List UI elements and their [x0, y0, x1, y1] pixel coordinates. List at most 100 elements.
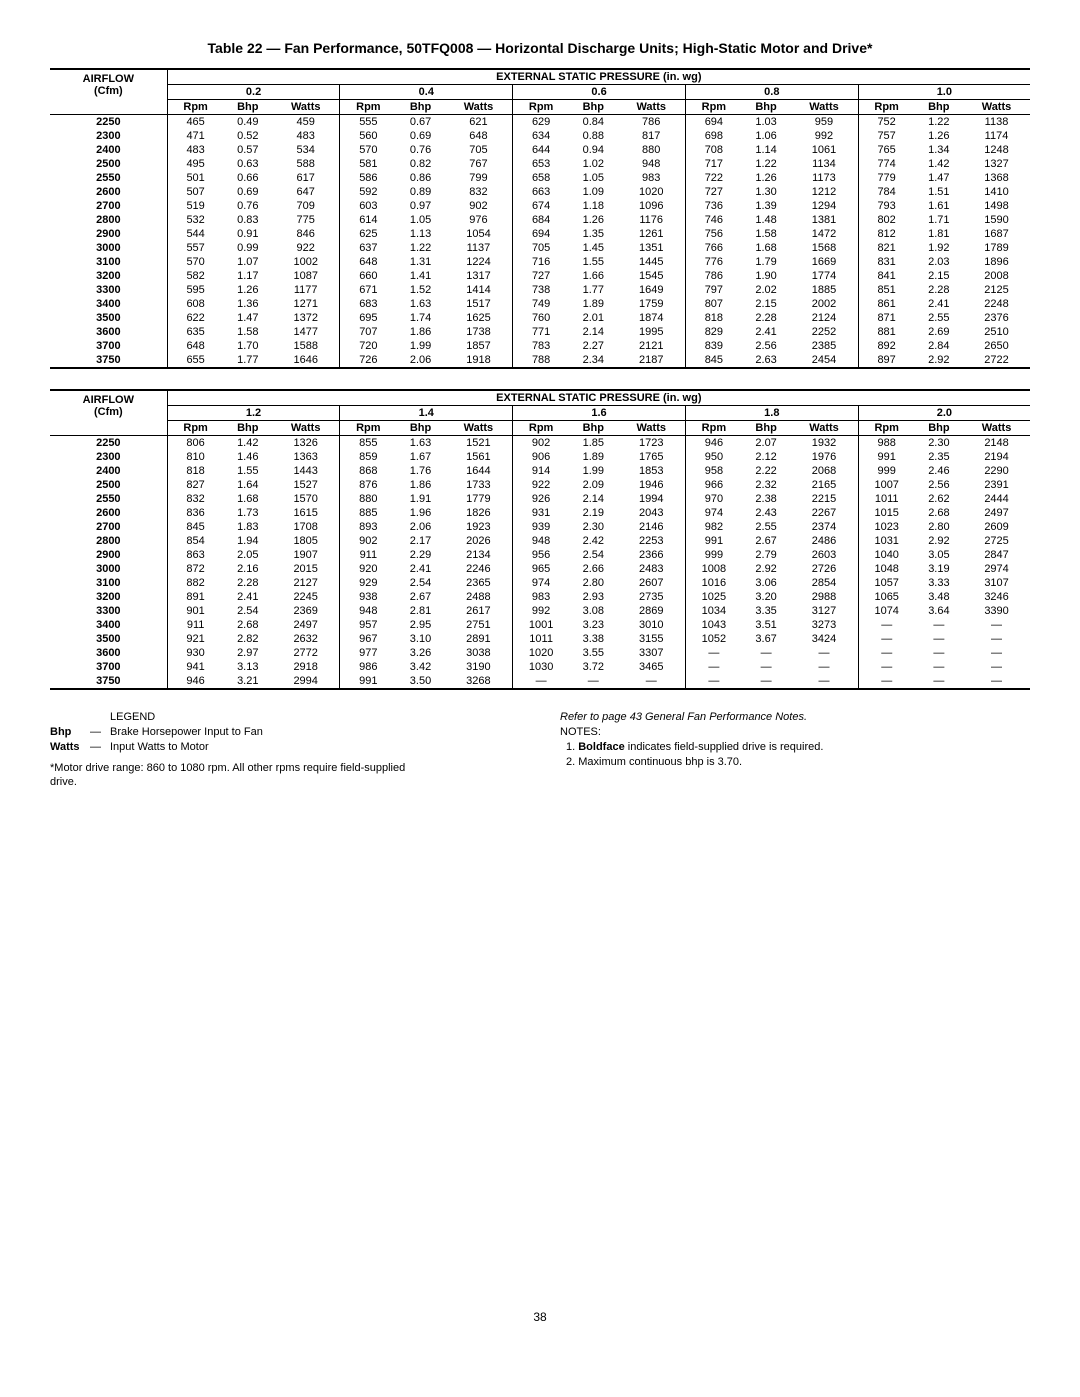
table-row: 37009413.1329189863.42319010303.723465——…: [50, 660, 1030, 674]
data-cell: 766: [685, 241, 741, 255]
data-cell: 839: [685, 339, 741, 353]
data-cell: 1326: [272, 436, 340, 451]
data-cell: 1826: [445, 506, 513, 520]
data-cell: 0.82: [396, 157, 444, 171]
data-cell: 592: [340, 185, 396, 199]
data-cell: 1789: [963, 241, 1030, 255]
data-cell: 897: [858, 353, 914, 368]
data-cell: —: [742, 646, 790, 660]
data-cell: 3.33: [915, 576, 963, 590]
data-cell: 705: [513, 241, 569, 255]
data-cell: 1020: [513, 646, 569, 660]
data-cell: 2.41: [224, 590, 272, 604]
data-cell: 557: [167, 241, 223, 255]
data-cell: 1.26: [224, 283, 272, 297]
data-cell: 2.32: [742, 478, 790, 492]
data-cell: 1669: [790, 255, 858, 269]
data-cell: 570: [167, 255, 223, 269]
pressure-group: 0.2: [167, 85, 340, 100]
data-cell: 1805: [272, 534, 340, 548]
data-cell: 1527: [272, 478, 340, 492]
table-row: 27005190.767096030.979026741.1810967361.…: [50, 199, 1030, 213]
data-cell: 871: [858, 311, 914, 325]
data-cell: —: [685, 674, 741, 689]
data-cell: 2.79: [742, 548, 790, 562]
data-cell: 999: [858, 464, 914, 478]
data-cell: 1351: [618, 241, 686, 255]
data-cell: 1.91: [396, 492, 444, 506]
data-cell: 1590: [963, 213, 1030, 227]
data-cell: 2.14: [569, 492, 617, 506]
cfm-cell: 2250: [50, 115, 167, 130]
data-cell: 958: [685, 464, 741, 478]
data-cell: 2366: [618, 548, 686, 562]
data-cell: 637: [340, 241, 396, 255]
data-cell: 1625: [445, 311, 513, 325]
data-cell: 727: [685, 185, 741, 199]
data-cell: 2.95: [396, 618, 444, 632]
note-item: 1. Boldface indicates field-supplied dri…: [560, 740, 1030, 755]
data-cell: 671: [340, 283, 396, 297]
data-cell: 967: [340, 632, 396, 646]
data-cell: 1.26: [742, 171, 790, 185]
data-cell: 544: [167, 227, 223, 241]
data-cell: 914: [513, 464, 569, 478]
data-cell: 0.52: [224, 129, 272, 143]
data-cell: 1521: [445, 436, 513, 451]
data-cell: 1011: [513, 632, 569, 646]
data-cell: —: [742, 674, 790, 689]
cfm-cell: 3000: [50, 562, 167, 576]
data-cell: 776: [685, 255, 741, 269]
data-cell: 1.86: [396, 325, 444, 339]
data-cell: —: [790, 646, 858, 660]
data-cell: 1.90: [742, 269, 790, 283]
table-row: 29005440.918466251.1310546941.3512617561…: [50, 227, 1030, 241]
table-row: 25508321.6815708801.9117799262.141994970…: [50, 492, 1030, 506]
data-cell: 788: [513, 353, 569, 368]
data-cell: —: [858, 632, 914, 646]
data-cell: 1.18: [569, 199, 617, 213]
cfm-cell: 2550: [50, 171, 167, 185]
table-row: 26005070.696475920.898326631.0910207271.…: [50, 185, 1030, 199]
performance-table-1: AIRFLOW(Cfm)EXTERNAL STATIC PRESSURE (in…: [50, 68, 1030, 369]
data-cell: 635: [167, 325, 223, 339]
data-cell: 1054: [445, 227, 513, 241]
data-cell: 1.06: [742, 129, 790, 143]
cfm-cell: 2400: [50, 464, 167, 478]
table-row: 33005951.2611776711.5214147381.771649797…: [50, 283, 1030, 297]
table-row: 37509463.2129949913.503268—————————: [50, 674, 1030, 689]
data-cell: 1733: [445, 478, 513, 492]
data-cell: 1.76: [396, 464, 444, 478]
data-cell: 614: [340, 213, 396, 227]
data-cell: 2.43: [742, 506, 790, 520]
data-cell: —: [915, 660, 963, 674]
data-cell: 992: [513, 604, 569, 618]
data-cell: 2.30: [569, 520, 617, 534]
data-cell: 555: [340, 115, 396, 130]
data-cell: 727: [513, 269, 569, 283]
sub-header: Watts: [445, 421, 513, 436]
data-cell: 560: [340, 129, 396, 143]
sub-header: Watts: [272, 421, 340, 436]
data-cell: 806: [167, 436, 223, 451]
data-cell: 1.46: [224, 450, 272, 464]
data-cell: 2.55: [915, 311, 963, 325]
data-cell: 2725: [963, 534, 1030, 548]
sub-header: Rpm: [685, 421, 741, 436]
data-cell: 841: [858, 269, 914, 283]
data-cell: 2008: [963, 269, 1030, 283]
data-cell: 483: [167, 143, 223, 157]
data-cell: —: [963, 646, 1030, 660]
table-row: 23008101.4613638591.6715619061.891765950…: [50, 450, 1030, 464]
data-cell: 2603: [790, 548, 858, 562]
table-row: 29008632.0519079112.2921349562.542366999…: [50, 548, 1030, 562]
data-cell: 2632: [272, 632, 340, 646]
data-cell: 779: [858, 171, 914, 185]
data-cell: 872: [167, 562, 223, 576]
table-row: 22508061.4213268551.6315219021.851723946…: [50, 436, 1030, 451]
data-cell: 1381: [790, 213, 858, 227]
cfm-cell: 2700: [50, 520, 167, 534]
table-row: 27008451.8317088932.0619239392.302146982…: [50, 520, 1030, 534]
data-cell: 660: [340, 269, 396, 283]
data-cell: —: [915, 674, 963, 689]
